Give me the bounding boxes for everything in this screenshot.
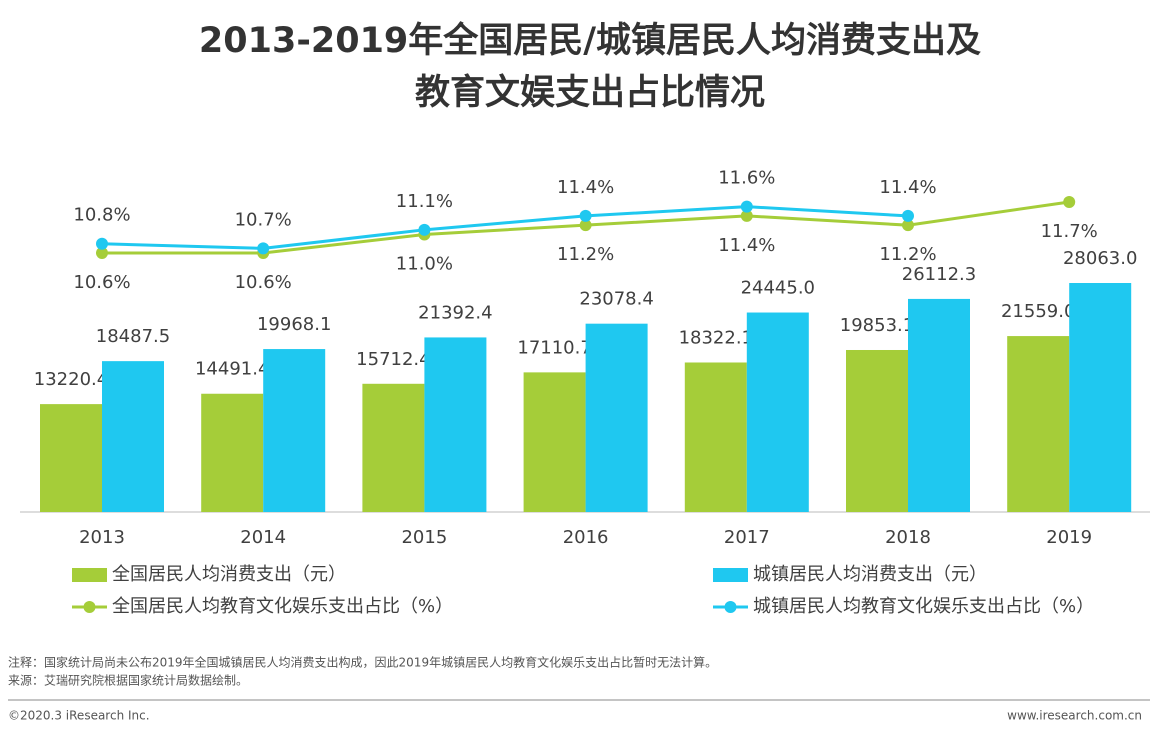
bar-value-label: 17110.7 bbox=[517, 337, 591, 358]
x-tick-label: 2013 bbox=[79, 527, 125, 548]
legend-swatch bbox=[72, 568, 107, 582]
website: www.iresearch.com.cn bbox=[1007, 709, 1142, 723]
line-point bbox=[902, 219, 914, 232]
bar bbox=[523, 372, 586, 512]
x-tick-label: 2016 bbox=[563, 527, 609, 548]
bar bbox=[908, 298, 970, 512]
bar-value-label: 21559.0 bbox=[1001, 301, 1075, 322]
line-point bbox=[1063, 196, 1076, 208]
x-tick-label: 2019 bbox=[1046, 527, 1092, 548]
bar bbox=[1069, 283, 1132, 512]
copyright: ©2020.3 iResearch Inc. bbox=[8, 709, 150, 723]
legend-swatch bbox=[724, 601, 737, 613]
line bbox=[101, 205, 909, 250]
line-value-label: 10.6% bbox=[73, 272, 130, 293]
bar-value-label: 19968.1 bbox=[257, 314, 331, 335]
legend-swatch bbox=[83, 601, 96, 613]
note: 注释：国家统计局尚未公布2019年全国城镇居民人均消费支出构成，因此2019年城… bbox=[8, 655, 717, 670]
legend-swatch bbox=[713, 568, 748, 582]
x-tick-label: 2015 bbox=[401, 527, 447, 548]
bar-value-label: 28063.0 bbox=[1063, 248, 1137, 269]
line-value-label: 11.7% bbox=[1041, 221, 1098, 242]
legend-label: 全国居民人均教育文化娱乐支出占比（%） bbox=[112, 596, 453, 617]
legend-label: 全国居民人均消费支出（元） bbox=[112, 564, 346, 585]
bar bbox=[40, 404, 102, 512]
bar-value-label: 15712.4 bbox=[356, 349, 430, 370]
x-tick-label: 2017 bbox=[724, 527, 770, 548]
x-tick-label: 2014 bbox=[240, 527, 286, 548]
bar-value-label: 18487.5 bbox=[96, 326, 170, 347]
line-point bbox=[96, 247, 108, 259]
line-value-label: 11.6% bbox=[718, 168, 775, 189]
chart-title: 2013-2019年全国居民/城镇居民人均消费支出及 bbox=[199, 20, 981, 61]
bar-value-label: 23078.4 bbox=[579, 289, 653, 310]
bar bbox=[263, 349, 326, 512]
legend-label: 城镇居民人均教育文化娱乐支出占比（%） bbox=[753, 596, 1094, 617]
bar-value-label: 19853.1 bbox=[840, 315, 914, 336]
bar-value-label: 18322.1 bbox=[679, 327, 753, 348]
x-tick-label: 2018 bbox=[885, 527, 931, 548]
bar-value-label: 26112.3 bbox=[902, 264, 976, 285]
line-point bbox=[740, 200, 753, 213]
line-value-label: 11.2% bbox=[879, 244, 936, 265]
line-point bbox=[579, 219, 592, 232]
legend-label: 城镇居民人均消费支出（元） bbox=[753, 564, 987, 585]
line-value-label: 11.2% bbox=[557, 244, 614, 265]
bar bbox=[362, 383, 425, 512]
line-point bbox=[902, 209, 914, 222]
line-value-label: 11.4% bbox=[557, 177, 614, 198]
bar bbox=[201, 393, 264, 512]
bar bbox=[684, 362, 747, 512]
bar bbox=[846, 349, 908, 512]
bar bbox=[1007, 336, 1070, 512]
bar bbox=[102, 361, 164, 512]
line-point bbox=[579, 209, 592, 222]
bar-value-label: 13220.4 bbox=[34, 369, 108, 390]
bar-value-label: 21392.4 bbox=[418, 302, 492, 323]
line-value-label: 11.4% bbox=[879, 177, 936, 198]
source: 来源：艾瑞研究院根据国家统计局数据绘制。 bbox=[8, 673, 248, 688]
bar bbox=[746, 312, 809, 512]
bar bbox=[424, 337, 487, 512]
line-point bbox=[96, 237, 108, 250]
line-value-label: 11.4% bbox=[718, 235, 775, 256]
line-value-label: 11.1% bbox=[396, 191, 453, 212]
line-point bbox=[740, 209, 753, 222]
line-value-label: 11.0% bbox=[396, 253, 453, 274]
line-value-label: 10.7% bbox=[235, 209, 292, 230]
chart-title: 教育文娱支出占比情况 bbox=[415, 73, 765, 113]
bar-value-label: 14491.4 bbox=[195, 359, 269, 380]
bar bbox=[585, 323, 648, 512]
line-value-label: 10.8% bbox=[73, 205, 130, 226]
bar-value-label: 24445.0 bbox=[741, 278, 815, 299]
line-value-label: 10.6% bbox=[235, 272, 292, 293]
line-point bbox=[418, 223, 431, 236]
line-point bbox=[257, 242, 270, 255]
